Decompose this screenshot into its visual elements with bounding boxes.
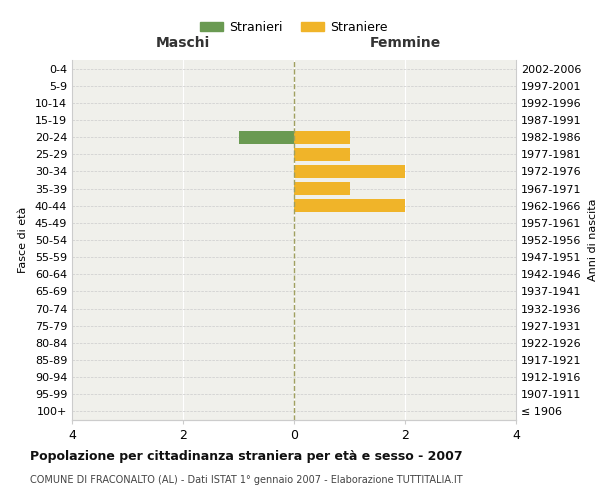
Legend: Stranieri, Straniere: Stranieri, Straniere	[196, 16, 392, 39]
Bar	[294, 165, 405, 178]
Y-axis label: Fasce di età: Fasce di età	[18, 207, 28, 273]
Bar	[294, 182, 350, 195]
Bar	[239, 130, 294, 143]
Bar	[294, 130, 350, 143]
Text: COMUNE DI FRACONALTO (AL) - Dati ISTAT 1° gennaio 2007 - Elaborazione TUTTITALIA: COMUNE DI FRACONALTO (AL) - Dati ISTAT 1…	[30, 475, 463, 485]
Text: Maschi: Maschi	[156, 36, 210, 50]
Text: Femmine: Femmine	[370, 36, 440, 50]
Y-axis label: Anni di nascita: Anni di nascita	[589, 198, 598, 281]
Bar	[294, 200, 405, 212]
Text: Popolazione per cittadinanza straniera per età e sesso - 2007: Popolazione per cittadinanza straniera p…	[30, 450, 463, 463]
Bar	[294, 148, 350, 160]
